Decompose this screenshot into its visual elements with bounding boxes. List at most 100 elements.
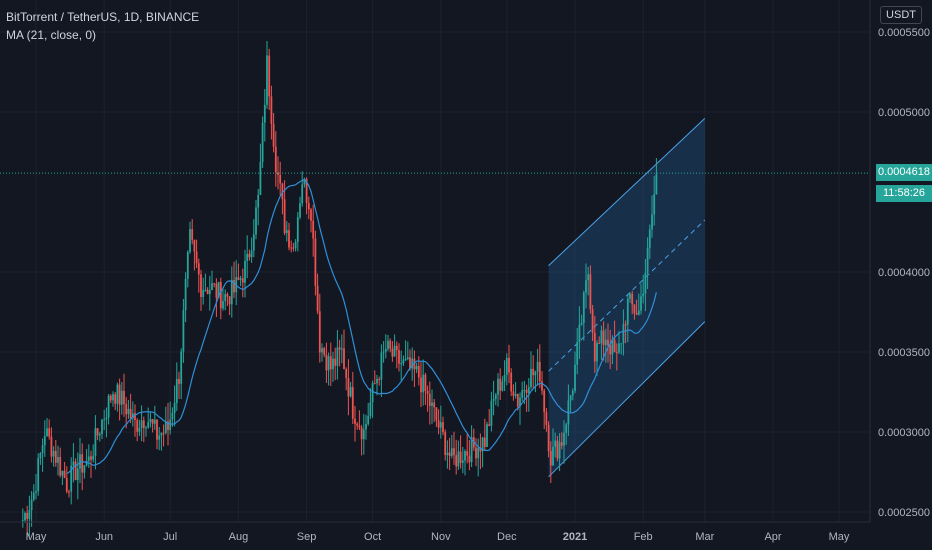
candle-body (68, 491, 70, 493)
y-tick-label: 0.0005500 (878, 27, 930, 39)
candle-body (173, 402, 176, 414)
candle-body (508, 357, 510, 373)
candle-body (147, 422, 150, 428)
candle-body (230, 279, 233, 305)
candle-body (46, 428, 48, 436)
candle-body (48, 428, 51, 437)
candle-body (85, 460, 88, 466)
candle-body (391, 348, 394, 357)
candle-body (549, 451, 552, 466)
candle-body (92, 455, 95, 460)
candle-body (534, 371, 537, 376)
candle-body (541, 381, 543, 391)
candle-body (615, 352, 618, 354)
candle-body (200, 274, 202, 297)
chart-legend: BitTorrent / TetherUS, 1D, BINANCE MA (2… (6, 8, 199, 44)
candle-body (32, 492, 35, 500)
candle-body (494, 394, 497, 400)
candle-body (380, 352, 383, 380)
x-tick-label: Jul (163, 531, 177, 543)
candle-body (105, 417, 108, 420)
candle-body (301, 184, 304, 204)
candle-body (127, 408, 130, 415)
candle-body (607, 339, 609, 346)
candle-body (208, 290, 211, 295)
candle-body (314, 238, 317, 286)
candle-body (378, 378, 381, 380)
candle-body (125, 403, 128, 415)
parallel-channel[interactable] (548, 118, 706, 478)
candle-body (76, 468, 79, 481)
candle-body (189, 229, 191, 253)
candle-body (65, 478, 68, 492)
candle-body (406, 357, 409, 360)
candle-body (483, 437, 486, 447)
candle-body (72, 461, 75, 466)
candle-body (409, 357, 411, 369)
candle-body (373, 383, 376, 385)
candle-body (519, 397, 521, 407)
candle-body (39, 453, 42, 459)
candle-body (263, 104, 266, 123)
candle-body (123, 390, 125, 404)
x-tick-label: Mar (695, 531, 714, 543)
candle-body (384, 348, 387, 352)
candle-body (362, 429, 365, 440)
candle-body (461, 460, 464, 463)
ma-indicator-label[interactable]: MA (21, close, 0) (6, 28, 97, 42)
candle-body (217, 282, 220, 298)
last-price-badge: 0.0004618 (876, 164, 932, 182)
candle-body (387, 340, 389, 349)
candle-body (613, 339, 616, 353)
candle-body (604, 339, 607, 345)
candle-body (131, 413, 134, 419)
candle-body (156, 419, 158, 440)
candle-body (596, 343, 598, 362)
candle-body (527, 387, 530, 393)
candle-body (360, 427, 363, 440)
candle-body (600, 330, 603, 344)
x-tick-label: Aug (229, 531, 249, 543)
candle-body (149, 419, 152, 423)
candle-body (43, 435, 46, 446)
candle-body (35, 491, 37, 493)
candle-body (270, 96, 273, 124)
candle-body (299, 203, 301, 218)
price-axis[interactable]: 0.0002500 0.0003000 0.0003500 0.0004000 0.00… (878, 27, 930, 519)
candle-body (497, 378, 499, 395)
candle-body (591, 309, 594, 333)
candle-body (426, 390, 429, 394)
candle-body (79, 454, 81, 469)
candle-body (477, 447, 480, 459)
candle-body (589, 274, 592, 310)
candle-body (349, 387, 352, 397)
candle-body (167, 421, 169, 431)
candle-body (398, 350, 400, 364)
candle-body (648, 229, 651, 248)
candle-body (151, 419, 154, 424)
candle-body (626, 298, 629, 325)
candle-body (653, 194, 656, 215)
candle-body (523, 389, 526, 391)
candle-body (376, 378, 378, 384)
candle-body (569, 395, 572, 401)
candle-body (332, 358, 334, 370)
candle-body (54, 450, 57, 463)
candle-body (580, 323, 583, 325)
candle-body (120, 390, 123, 405)
candle-body (228, 296, 231, 305)
candle-body (193, 239, 196, 252)
candle-body (279, 175, 282, 184)
candle-body (281, 183, 284, 200)
candle-body (63, 470, 66, 479)
candle-body (257, 194, 260, 208)
candle-body (222, 301, 224, 309)
symbol-title[interactable]: BitTorrent / TetherUS, 1D, BINANCE (6, 10, 200, 24)
candle-body (28, 510, 31, 519)
candle-body (479, 447, 482, 452)
currency-button[interactable]: USDT (880, 6, 922, 24)
candle-body (186, 252, 189, 279)
time-axis[interactable]: May Jun Jul Aug Sep Oct Nov Dec 2021 Feb Mar Apr May (26, 531, 850, 543)
x-tick-label: 2021 (563, 531, 587, 543)
